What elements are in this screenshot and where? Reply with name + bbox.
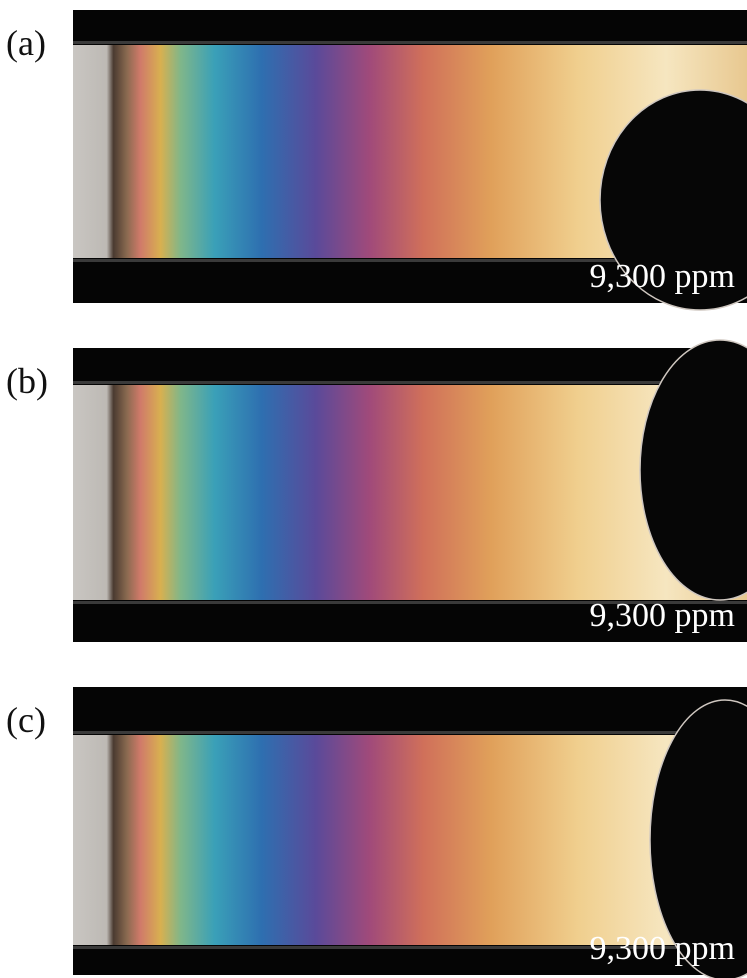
concentration-label: 9,300 ppm (590, 597, 735, 634)
strip (73, 735, 747, 945)
strip-edge (73, 731, 747, 734)
concentration-label: 9,300 ppm (590, 930, 735, 967)
concentration-label: 9,300 ppm (590, 258, 735, 295)
strip-edge (73, 41, 747, 44)
panel-label: (a) (6, 23, 46, 63)
strip-edge (73, 381, 747, 384)
panel-label: (b) (6, 361, 48, 401)
figure: (a) 9,300 ppm (b) 9,300 ppm (c) 9,300 ppm (0, 0, 747, 978)
panel-label: (c) (6, 700, 46, 740)
